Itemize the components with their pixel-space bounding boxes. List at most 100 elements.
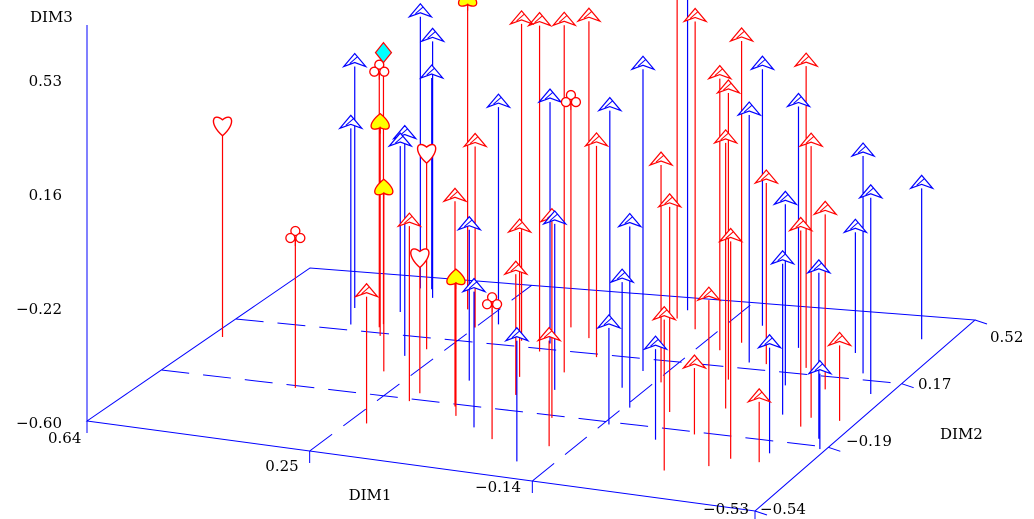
marker-pyramid-0-15 [717, 227, 744, 243]
floor-outline [85, 267, 977, 512]
y-axis-label: DIM2 [940, 425, 983, 443]
marker-pyramid-0-31-facet [658, 309, 668, 318]
x-tick-label-2: −0.14 [475, 478, 521, 496]
z-axis-label: DIM3 [30, 8, 73, 26]
marker-club-3-3 [481, 292, 503, 313]
marker-pyramid-1-6 [630, 55, 656, 71]
marker-pyramid-1-21 [537, 88, 563, 104]
marker-pyramid-0-4 [508, 9, 535, 26]
marker-pyramid-1-8-facet [743, 104, 753, 113]
marker-pyramid-1-15 [756, 333, 783, 350]
marker-pyramid-0-8-facet [800, 55, 810, 64]
marker-pyramid-1-31-facet [814, 363, 824, 372]
marker-diamond-5-0 [374, 41, 393, 64]
y-tick-mark-0 [754, 510, 768, 516]
marker-pyramid-0-21 [753, 169, 780, 185]
marker-pyramid-0-17-facet [819, 203, 829, 212]
marker-pyramid-0-26 [681, 354, 708, 370]
marker-pyramid-0-27 [826, 331, 853, 347]
marker-pyramid-1-1 [407, 2, 434, 19]
marker-pyramid-0-23 [502, 260, 529, 276]
marker-pyramid-0-29-facet [469, 136, 479, 144]
marker-club-3-2-lobe-left [560, 96, 572, 108]
marker-pyramid-1-21-facet [544, 91, 554, 100]
marker-pyramid-1-7-facet [757, 58, 766, 67]
marker-pyramid-1-15-facet [764, 337, 773, 346]
marker-pyramid-1-27 [418, 64, 445, 80]
marker-pyramid-1-2 [419, 27, 446, 43]
marker-club-3-1-lobe-right [295, 232, 306, 244]
x-tick-label-3: −0.53 [703, 500, 749, 518]
marker-pyramid-0-12-facet [591, 135, 600, 144]
marker-pyramid-1-26-facet [850, 221, 859, 230]
marker-pyramid-0-28-facet [753, 391, 763, 400]
marker-pyramid-1-4 [596, 96, 623, 112]
marker-pyramid-0-23-facet [510, 263, 520, 272]
marker-pyramid-1-24-facet [468, 281, 478, 289]
marker-pyramid-0-14-facet [664, 196, 673, 205]
marker-pyramid-1-28 [609, 268, 636, 284]
marker-pyramid-1-12 [857, 183, 884, 200]
z-tick-label-1: −0.22 [16, 300, 62, 318]
marker-pyramid-1-27-facet [426, 67, 436, 76]
marker-pyramid-0-10-facet [720, 132, 729, 141]
x-tick-label-0: 0.64 [48, 429, 81, 447]
marker-club-3-1-lobe-left [285, 232, 296, 244]
grid-line-y-1 [235, 318, 902, 385]
marker-pyramid-1-14-facet [780, 193, 789, 202]
marker-heart-2-0 [212, 116, 233, 137]
marker-pyramid-0-21-facet [760, 172, 770, 181]
marker-pyramid-1-17-facet [463, 219, 473, 228]
marker-pyramid-0-18-facet [404, 215, 413, 224]
y-tick-label-1: −0.19 [846, 432, 892, 450]
grid-line-y-0 [161, 369, 829, 448]
marker-pyramid-0-8 [793, 52, 820, 68]
needles [221, 0, 923, 471]
marker-pyramid-1-29-facet [650, 338, 659, 347]
marker-pyramid-0-25-facet [543, 330, 553, 338]
marker-pyramid-1-0-facet [349, 56, 359, 64]
z-tick-label-0: −0.60 [16, 414, 62, 432]
marker-pyramid-1-13-facet [777, 253, 786, 262]
marker-pyramid-1-9-facet [793, 96, 802, 104]
marker-pyramid-1-19-facet [345, 117, 355, 126]
marker-pyramid-1-29 [642, 335, 669, 351]
marker-pyramid-0-30-facet [714, 68, 724, 76]
marker-pyramid-0-4-facet [516, 13, 525, 22]
marker-pyramid-0-5-facet [689, 11, 699, 19]
marker-pyramid-1-16-facet [813, 262, 823, 271]
marker-pyramid-1-30 [503, 326, 530, 343]
z-tick-label-2: 0.16 [29, 186, 62, 204]
y-tick-mark-2 [901, 383, 914, 389]
marker-pyramid-0-19-facet [514, 221, 523, 230]
marker-pyramid-1-17 [456, 215, 483, 232]
marker-club-3-2-lobe-right [570, 96, 582, 108]
marker-pyramid-0-26-facet [689, 357, 698, 366]
floor-grid [161, 284, 902, 482]
marker-club-3-1-lobe-top [290, 225, 301, 237]
marker-pyramid-0-16 [787, 216, 814, 232]
marker-club-3-2-lobe-top [565, 89, 577, 101]
y-tick-label-3: 0.52 [990, 328, 1023, 346]
marker-club-3-0-lobe-top [374, 59, 385, 70]
marker-pyramid-0-3-facet [583, 10, 593, 19]
marker-club-3-3-lobe-top [486, 292, 498, 303]
marker-pyramid-1-26 [842, 218, 869, 234]
y-tick-mark-1 [828, 446, 841, 452]
marker-pyramid-0-22 [695, 286, 722, 302]
marker-club-3-0-lobe-right [379, 66, 390, 77]
marker-pyramid-0-27-facet [834, 335, 843, 343]
marker-club-3-0-lobe-left [369, 66, 380, 77]
x-tick-label-1: 0.25 [265, 457, 298, 475]
marker-pyramid-0-13 [648, 151, 674, 167]
marker-pyramid-1-23 [616, 212, 643, 228]
marker-pyramid-1-8 [736, 101, 763, 117]
marker-pyramid-1-11 [908, 174, 935, 190]
marker-pyramid-1-6-facet [637, 58, 647, 67]
marker-pyramid-0-22-facet [703, 289, 713, 298]
marker-pyramid-1-7 [749, 55, 776, 71]
marker-pyramid-1-20 [387, 132, 414, 148]
marker-pyramid-1-3-facet [493, 96, 502, 105]
marker-pyramid-1-2-facet [427, 30, 436, 39]
